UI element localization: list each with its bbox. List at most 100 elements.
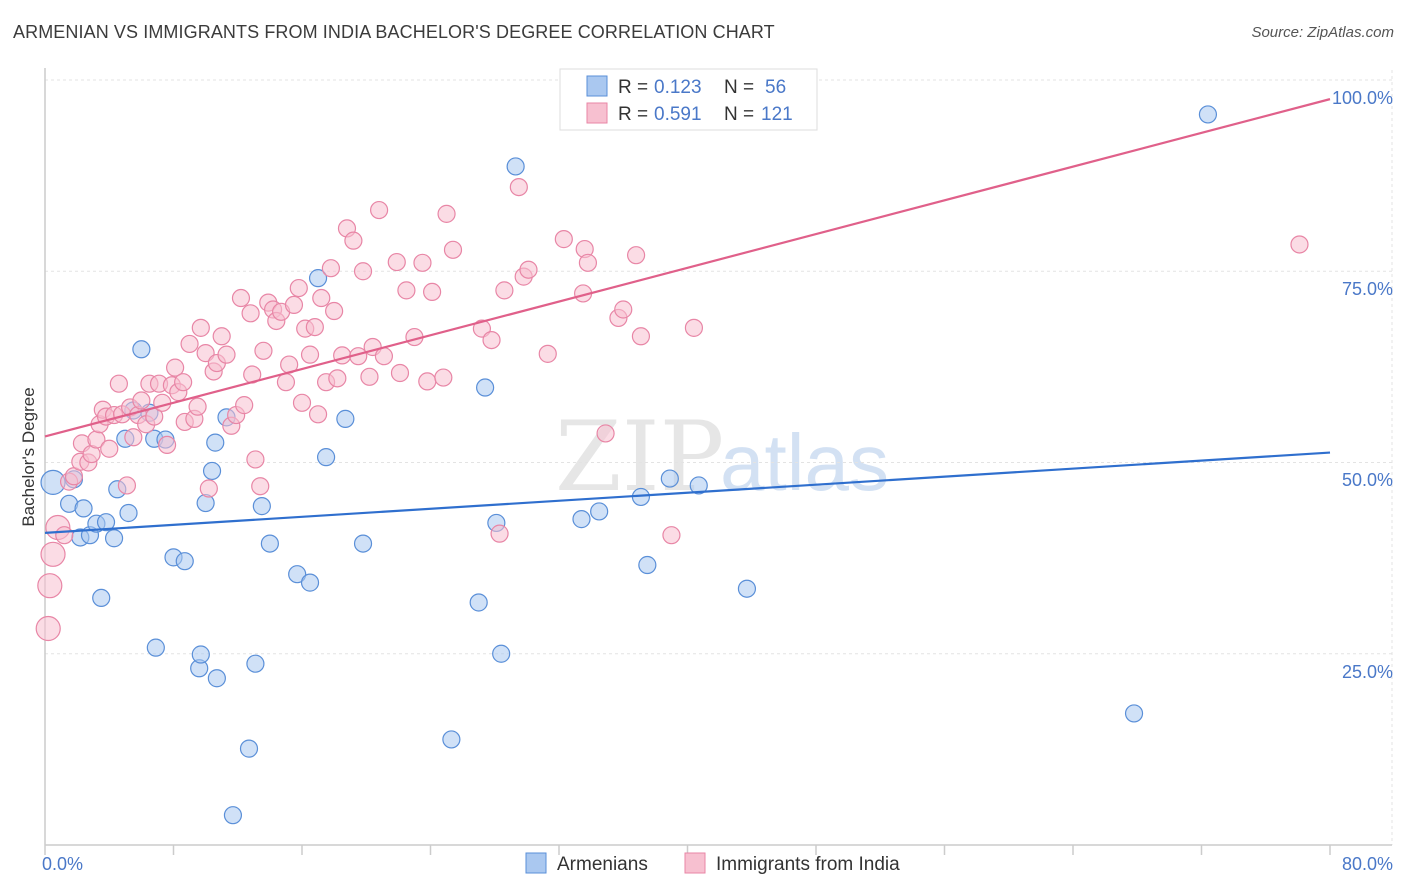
india-point	[370, 200, 389, 220]
india-point	[490, 524, 509, 543]
india-trend-line	[44, 98, 1331, 438]
armenians-point	[223, 806, 243, 825]
india-point	[235, 396, 254, 415]
armenians-point	[146, 638, 165, 657]
armenians-point	[737, 579, 757, 598]
india-point	[374, 347, 394, 366]
india-point	[360, 367, 379, 386]
armenians-point	[336, 409, 355, 428]
india-point	[684, 318, 704, 337]
series-legend: Armenians Immigrants from India	[525, 852, 900, 875]
india-point	[231, 288, 251, 308]
armenians-point	[572, 510, 591, 529]
armenians-point	[119, 503, 138, 523]
armenians-point	[353, 534, 373, 553]
india-point	[413, 253, 432, 272]
legend-swatch-armenians	[586, 75, 608, 97]
legend-swatch-india	[586, 102, 608, 124]
india-point	[509, 178, 528, 197]
legend-n-label-armenians: N =	[724, 77, 754, 98]
legend-r-label-armenians: R =	[618, 77, 648, 98]
y-tick-label-100: 100.0%	[1332, 88, 1393, 108]
india-point	[305, 317, 324, 337]
india-point	[251, 477, 270, 496]
armenians-point	[206, 433, 225, 452]
india-point	[437, 204, 456, 223]
india-point	[434, 368, 453, 387]
india-point	[40, 541, 66, 567]
india-point	[423, 282, 442, 302]
armenians-point	[104, 529, 124, 548]
india-point	[37, 573, 63, 599]
india-point	[596, 424, 615, 443]
india-point	[1290, 235, 1309, 254]
india-point	[241, 304, 260, 323]
india-point	[390, 363, 410, 383]
armenians-point	[96, 513, 116, 532]
armenians-point	[246, 654, 265, 673]
india-point	[418, 372, 437, 391]
x-tick-label-max: 80.0%	[1342, 854, 1393, 874]
india-point	[180, 334, 199, 354]
y-tick-label-25: 25.0%	[1342, 662, 1393, 682]
legend-r-value-armenians: 0.123	[654, 77, 702, 98]
armenians-point	[202, 461, 222, 481]
correlation-legend: R = 0.123 N = 56 R = 0.591 N = 121	[559, 68, 818, 131]
india-point	[153, 393, 172, 412]
legend-n-value-armenians: 56	[765, 77, 786, 98]
india-point	[124, 428, 143, 447]
india-point	[308, 405, 328, 424]
armenians-point	[469, 593, 488, 612]
armenians-trend-line	[44, 451, 1331, 534]
india-point	[217, 345, 236, 364]
india-point	[495, 281, 514, 300]
india-point	[212, 327, 231, 346]
armenians-point	[74, 499, 93, 518]
armenians-point	[442, 730, 461, 749]
armenians-point	[506, 157, 525, 176]
x-tick-label-min: 0.0%	[42, 854, 83, 874]
armenians-point	[260, 534, 279, 553]
india-point	[328, 369, 347, 388]
bottom-legend-swatch-india	[684, 852, 706, 874]
india-point	[132, 391, 151, 410]
india-point	[554, 230, 573, 249]
india-point	[166, 358, 185, 377]
legend-n-label-india: N =	[724, 104, 754, 125]
india-point	[246, 450, 265, 469]
y-axis-label: Bachelor's Degree	[19, 387, 38, 526]
armenians-point	[638, 555, 657, 575]
india-point	[353, 262, 373, 281]
india-point	[188, 397, 207, 416]
armenians-point	[191, 645, 210, 664]
bottom-legend-armenians: Armenians	[557, 854, 648, 875]
india-point	[191, 318, 210, 337]
y-tick-label-75: 75.0%	[1342, 279, 1393, 299]
armenians-point	[476, 378, 495, 397]
legend-r-value-india: 0.591	[654, 104, 702, 125]
armenians-point	[132, 340, 151, 359]
armenians-point	[660, 469, 679, 488]
india-point	[276, 373, 296, 392]
armenians-point	[689, 476, 708, 495]
india-points	[35, 178, 1309, 642]
india-point	[614, 300, 633, 319]
armenians-point	[92, 588, 111, 608]
india-point	[312, 288, 331, 308]
india-point	[325, 301, 344, 321]
trend-lines	[44, 98, 1331, 534]
india-point	[117, 476, 137, 495]
armenians-point	[1198, 105, 1218, 124]
india-point	[100, 439, 119, 458]
india-point	[289, 278, 308, 298]
india-point	[519, 260, 538, 279]
armenians-points	[40, 105, 1218, 825]
legend-n-value-india: 121	[761, 104, 793, 125]
armenians-point	[590, 502, 609, 521]
axes	[44, 68, 1392, 855]
india-point	[254, 341, 273, 360]
india-point	[199, 479, 218, 498]
bottom-legend-india: Immigrants from India	[716, 854, 900, 875]
india-point	[157, 435, 177, 455]
